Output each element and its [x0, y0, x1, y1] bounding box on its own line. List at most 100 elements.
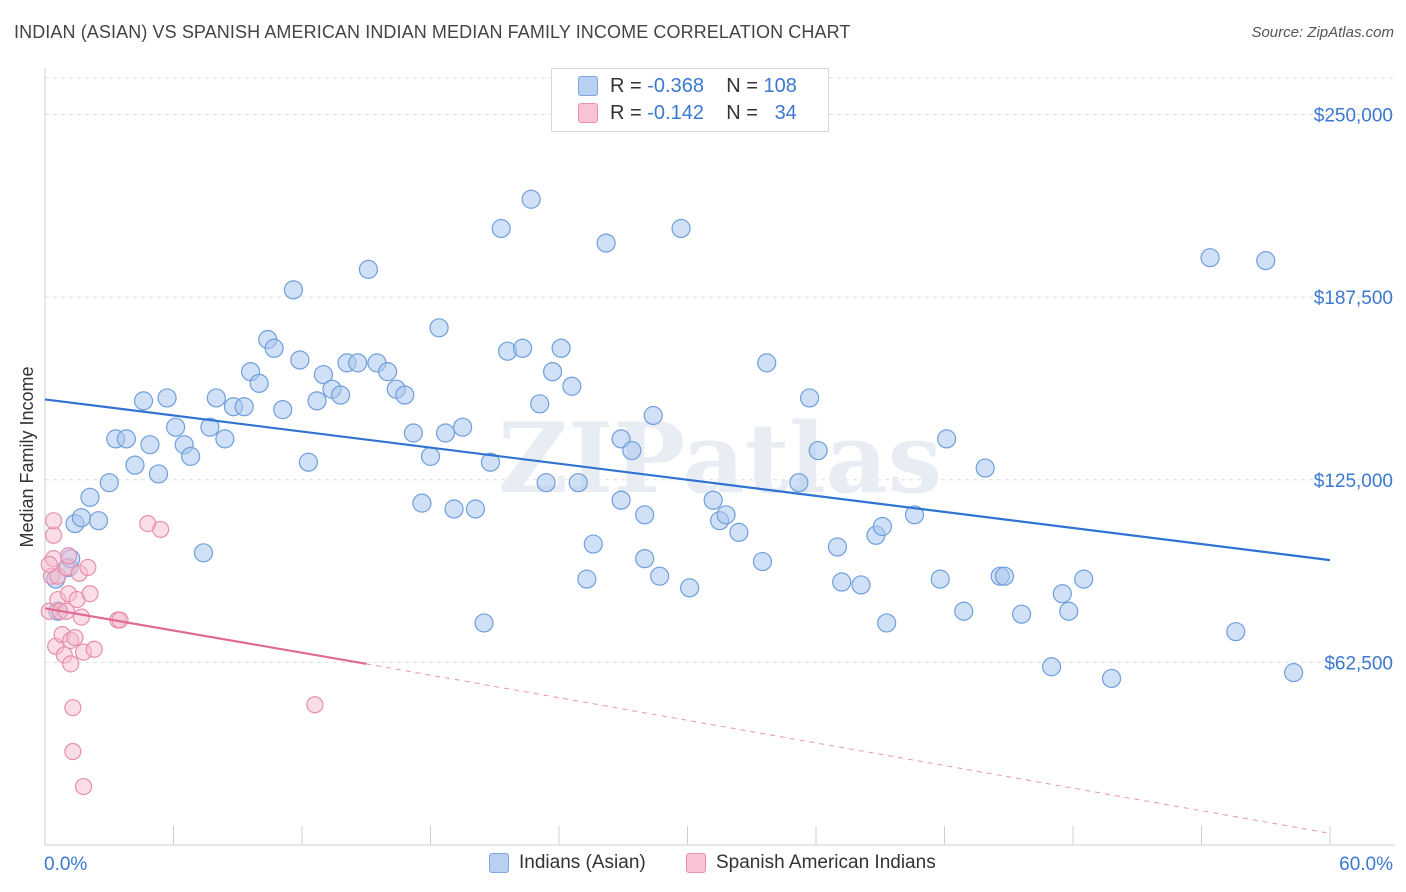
- bottom-legend-swatch-blue: [489, 853, 509, 873]
- trend-line-extension-spanish-american-indians: [366, 663, 1331, 834]
- point-indians-asian: [512, 338, 533, 358]
- point-indians-asian: [680, 578, 700, 598]
- point-spanish-american-indians: [72, 608, 91, 626]
- point-indians-asian: [671, 218, 691, 239]
- bottom-legend-pink: Spanish American Indians: [686, 852, 936, 874]
- point-indians-asian: [193, 543, 214, 563]
- point-indians-asian: [116, 429, 136, 449]
- point-spanish-american-indians: [62, 655, 80, 673]
- point-indians-asian: [298, 452, 319, 472]
- point-indians-asian: [1283, 663, 1304, 683]
- point-indians-asian: [330, 385, 351, 405]
- point-indians-asian: [937, 429, 957, 449]
- bottom-legend-blue: Indians (Asian): [489, 852, 646, 874]
- point-indians-asian: [827, 537, 848, 557]
- point-indians-asian: [808, 440, 828, 461]
- point-indians-asian: [157, 388, 177, 408]
- y-tick-label: $250,000: [1314, 106, 1393, 127]
- point-indians-asian: [166, 417, 186, 437]
- point-spanish-american-indians: [74, 777, 93, 796]
- point-indians-asian: [536, 473, 556, 493]
- point-indians-asian: [716, 505, 736, 525]
- point-indians-asian: [429, 318, 449, 338]
- point-indians-asian: [1226, 622, 1246, 642]
- point-indians-asian: [465, 499, 486, 519]
- point-indians-asian: [521, 189, 541, 209]
- stats-legend: R = -0.368 N = 108 R = -0.142 N = 34: [551, 68, 829, 132]
- point-indians-asian: [71, 508, 92, 528]
- point-indians-asian: [757, 353, 777, 373]
- point-indians-asian: [611, 490, 631, 510]
- legend-n-value: 34: [774, 101, 797, 124]
- point-spanish-american-indians: [40, 555, 58, 574]
- point-indians-asian: [789, 473, 809, 493]
- legend-n-value: 108: [763, 74, 797, 97]
- point-indians-asian: [215, 429, 235, 449]
- point-indians-asian: [562, 376, 582, 396]
- point-indians-asian: [491, 218, 511, 239]
- point-indians-asian: [453, 417, 473, 437]
- point-spanish-american-indians: [79, 558, 97, 577]
- point-indians-asian: [729, 522, 749, 542]
- point-indians-asian: [358, 259, 378, 279]
- point-spanish-american-indians: [152, 520, 170, 539]
- point-indians-asian: [1200, 248, 1220, 268]
- point-indians-asian: [206, 388, 226, 408]
- point-indians-asian: [635, 505, 655, 525]
- point-indians-asian: [1059, 601, 1079, 621]
- point-indians-asian: [290, 350, 310, 370]
- point-indians-asian: [412, 493, 432, 513]
- point-indians-asian: [568, 473, 588, 493]
- point-indians-asian: [904, 505, 925, 525]
- point-indians-asian: [99, 473, 119, 493]
- point-spanish-american-indians: [66, 628, 84, 647]
- point-indians-asian: [542, 362, 563, 382]
- point-indians-asian: [307, 391, 327, 411]
- legend-r-label: R =: [610, 101, 642, 124]
- point-indians-asian: [643, 405, 663, 426]
- point-indians-asian: [474, 613, 494, 633]
- point-indians-asian: [283, 280, 304, 300]
- bottom-legend-label-pink: Spanish American Indians: [716, 852, 936, 873]
- point-indians-asian: [635, 549, 655, 569]
- point-indians-asian: [1052, 584, 1072, 604]
- point-indians-asian: [313, 364, 334, 385]
- point-indians-asian: [200, 417, 220, 437]
- point-spanish-american-indians: [44, 512, 63, 530]
- point-indians-asian: [133, 391, 154, 411]
- point-indians-asian: [249, 373, 269, 393]
- point-indians-asian: [181, 446, 201, 466]
- legend-r-label: R =: [610, 74, 642, 97]
- point-indians-asian: [994, 566, 1015, 586]
- point-indians-asian: [1074, 569, 1094, 589]
- y-axis-label: Median Family Income: [17, 366, 37, 547]
- chart-title: INDIAN (ASIAN) VS SPANISH AMERICAN INDIA…: [14, 22, 851, 42]
- x-tick-label: 60.0%: [1339, 854, 1393, 875]
- source-label: Source: ZipAtlas.com: [1251, 24, 1394, 41]
- point-indians-asian: [264, 338, 284, 358]
- point-spanish-american-indians: [64, 742, 82, 761]
- legend-swatch-pink: [578, 103, 598, 123]
- legend-n-label: N =: [726, 74, 758, 97]
- bottom-legend-swatch-pink: [686, 853, 706, 873]
- point-indians-asian: [125, 455, 145, 475]
- legend-r-value: -0.142: [647, 101, 704, 124]
- point-indians-asian: [650, 566, 670, 586]
- point-indians-asian: [80, 487, 100, 507]
- trend-line-indians-asian: [44, 398, 1331, 562]
- legend-r-value: -0.368: [647, 74, 704, 97]
- point-indians-asian: [596, 233, 616, 253]
- point-indians-asian: [851, 575, 871, 595]
- point-indians-asian: [530, 394, 550, 414]
- point-indians-asian: [752, 551, 773, 572]
- legend-row-blue: R = -0.368 N = 108: [578, 74, 797, 98]
- point-indians-asian: [348, 353, 368, 373]
- point-indians-asian: [799, 388, 820, 408]
- point-indians-asian: [378, 362, 398, 382]
- point-indians-asian: [954, 601, 974, 621]
- point-indians-asian: [1101, 668, 1122, 689]
- y-tick-label: $62,500: [1324, 653, 1393, 674]
- point-indians-asian: [577, 569, 597, 589]
- point-indians-asian: [480, 452, 501, 472]
